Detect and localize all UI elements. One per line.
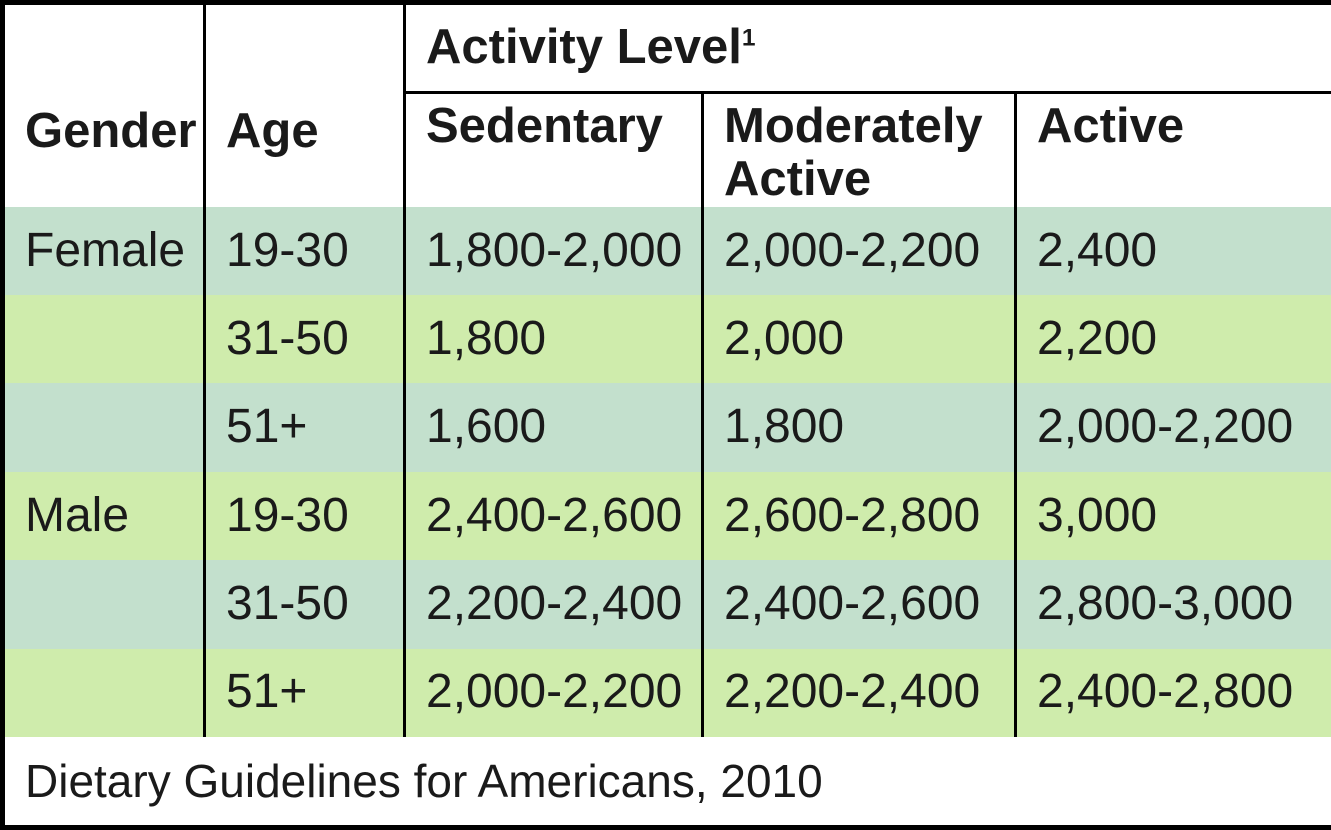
gender-cell (2, 295, 205, 384)
moderately-active-cell: 2,200-2,400 (701, 648, 1016, 738)
header-row-top: Gender Age Activity Level1 (2, 2, 1331, 207)
sedentary-cell: 1,800-2,000 (403, 206, 703, 296)
moderately-active-cell: 1,800 (701, 383, 1016, 472)
gender-cell (2, 383, 205, 472)
table-row: 51+ 2,000-2,200 2,200-2,400 2,400-2,800 (2, 648, 1331, 738)
moderately-active-cell: 2,400-2,600 (701, 560, 1016, 649)
gender-cell (2, 560, 205, 649)
subheader-sedentary-cell: Sedentary (403, 92, 703, 207)
moderately-active-cell: 2,000 (701, 295, 1016, 384)
activity-level-label: Activity Level (426, 20, 742, 75)
age-cell: 31-50 (203, 560, 405, 649)
active-cell: 2,200 (1013, 295, 1331, 384)
sedentary-cell: 2,000-2,200 (403, 648, 703, 738)
source-row: Dietary Guidelines for Americans, 2010 (2, 737, 1331, 828)
age-cell: 19-30 (203, 471, 405, 561)
active-cell: 2,400 (1013, 206, 1331, 296)
active-cell: 3,000 (1013, 471, 1331, 561)
sedentary-cell: 1,600 (403, 383, 703, 472)
moderately-active-cell: 2,600-2,800 (701, 471, 1016, 561)
moderately-active-cell: 2,000-2,200 (701, 206, 1016, 296)
age-cell: 19-30 (203, 206, 405, 296)
age-cell: 51+ (203, 648, 405, 738)
header-age-cell: Age (203, 2, 405, 207)
subheader-moderately-active-cell: Moderately Active (701, 92, 1016, 207)
age-cell: 31-50 (203, 295, 405, 384)
sedentary-cell: 1,800 (403, 295, 703, 384)
subheader-active-cell: Active (1013, 92, 1331, 207)
active-cell: 2,800-3,000 (1013, 560, 1331, 649)
table-row: 31-50 2,200-2,400 2,400-2,600 2,800-3,00… (2, 560, 1331, 649)
active-cell: 2,000-2,200 (1013, 383, 1331, 472)
sedentary-cell: 2,200-2,400 (403, 560, 703, 649)
header-row-sub: Sedentary Moderately Active Active (3, 92, 1331, 207)
table-row: Male 19-30 2,400-2,600 2,600-2,800 3,000 (2, 471, 1331, 561)
activity-level-footnote-marker: 1 (741, 24, 756, 52)
header-gender-cell: Gender (2, 2, 205, 207)
table-row: 31-50 1,800 2,000 2,200 (2, 295, 1331, 384)
table-row: 51+ 1,600 1,800 2,000-2,200 (2, 383, 1331, 472)
gender-cell: Male (2, 471, 205, 561)
table-row: Female 19-30 1,800-2,000 2,000-2,200 2,4… (2, 206, 1331, 296)
gender-cell: Female (2, 206, 205, 296)
sedentary-cell: 2,400-2,600 (403, 471, 703, 561)
source-note: Dietary Guidelines for Americans, 2010 (2, 737, 1331, 828)
active-cell: 2,400-2,800 (1013, 648, 1331, 738)
header-activity-level-cell: Activity Level1 (402, 2, 1331, 95)
gender-cell (2, 648, 205, 738)
age-cell: 51+ (203, 383, 405, 472)
